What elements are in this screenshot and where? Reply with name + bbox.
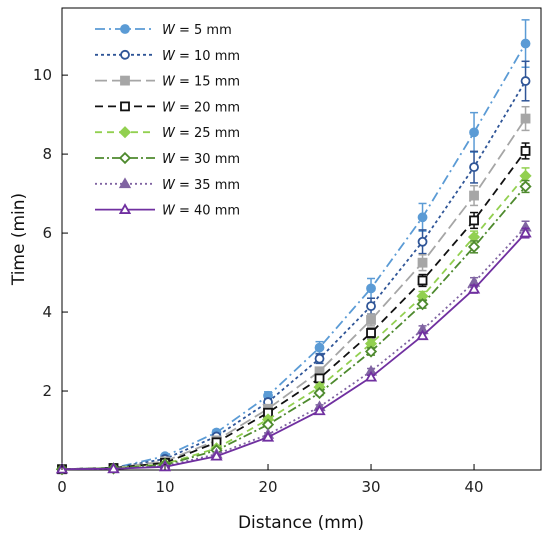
legend-label: W = 5 mm (162, 23, 232, 38)
legend-swatch-marker (118, 177, 132, 189)
y-tick-label: 6 (42, 224, 52, 242)
data-point (417, 257, 428, 268)
data-point (366, 315, 376, 325)
legend-label-value: = 25 mm (175, 126, 240, 141)
data-point (314, 353, 325, 364)
data-point (364, 345, 378, 358)
axis-layer: 0 10 20 30 40 2 4 6 8 10 (33, 66, 484, 496)
data-point (313, 386, 326, 400)
data-point (469, 215, 479, 226)
legend-label: W = 40 mm (162, 204, 240, 219)
data-point (417, 236, 428, 247)
legend-swatch-marker (118, 203, 132, 214)
legend-swatch-marker (120, 101, 130, 112)
legend-item: W = 5 mm (95, 23, 232, 38)
legend-label-variable: W (162, 23, 176, 38)
legend: W = 5 mmW = 10 mmW = 15 mmW = 20 mmW = 2… (95, 23, 240, 219)
legend-item: W = 20 mm (95, 100, 240, 115)
x-tick-label: 30 (361, 478, 380, 496)
data-point (520, 113, 531, 124)
legend-label-variable: W (162, 49, 176, 64)
data-point (416, 329, 429, 341)
data-point (520, 38, 531, 49)
data-point (417, 212, 428, 223)
legend-item: W = 10 mm (95, 49, 240, 64)
x-tick-label: 40 (464, 478, 483, 496)
legend-label: W = 35 mm (162, 178, 240, 193)
x-tick-label: 20 (258, 478, 277, 496)
legend-item: W = 25 mm (95, 126, 240, 141)
legend-label-variable: W (162, 126, 176, 141)
legend-label: W = 25 mm (162, 126, 240, 141)
series-line (61, 118, 527, 471)
data-point (467, 282, 481, 294)
legend-swatch-marker (120, 49, 130, 60)
data-point (416, 298, 429, 311)
legend-swatch-marker (120, 75, 130, 86)
data-point (469, 127, 479, 138)
legend-item: W = 30 mm (95, 151, 240, 167)
x-tick-label: 10 (155, 478, 174, 496)
legend-label-variable: W (162, 75, 176, 90)
curve-layer (55, 19, 532, 476)
series-line (61, 185, 527, 471)
legend-label-value: = 40 mm (175, 204, 240, 219)
data-point (469, 190, 479, 201)
legend-swatch-marker (118, 126, 132, 139)
legend-item: W = 15 mm (95, 75, 240, 90)
legend-swatch-marker (120, 24, 130, 34)
x-axis-label: Distance (mm) (238, 513, 364, 533)
data-point (519, 180, 532, 193)
legend-label: W = 15 mm (162, 75, 240, 90)
legend-label: W = 30 mm (162, 152, 240, 167)
y-tick-label: 4 (42, 303, 52, 321)
plot-area (61, 7, 542, 471)
x-tick-label: 0 (57, 478, 67, 496)
data-point (366, 301, 376, 312)
legend-swatch-marker (118, 151, 132, 165)
y-tick-label: 8 (42, 145, 52, 163)
series-line (61, 226, 527, 471)
data-point (519, 226, 532, 238)
legend-label-value: = 15 mm (175, 75, 240, 90)
series-line (61, 150, 527, 471)
series-line (61, 175, 527, 471)
legend-label: W = 10 mm (162, 49, 240, 64)
data-point (520, 76, 531, 86)
legend-label-value: = 20 mm (175, 100, 240, 115)
data-point (520, 146, 531, 156)
legend-label-value: = 35 mm (175, 178, 240, 193)
series-line (61, 232, 527, 471)
data-point (313, 404, 326, 416)
data-point (366, 283, 376, 294)
data-point (417, 275, 428, 286)
data-point (364, 370, 378, 382)
legend-label-variable: W (162, 152, 176, 167)
y-tick-label: 2 (42, 382, 52, 400)
legend-label-variable: W (162, 100, 176, 115)
legend-label: W = 20 mm (162, 100, 240, 115)
data-point (314, 342, 325, 353)
legend-label-value: = 10 mm (175, 49, 240, 64)
data-point (366, 328, 376, 338)
legend-item: W = 40 mm (95, 203, 240, 219)
legend-label-variable: W (162, 178, 176, 193)
data-point (469, 162, 479, 173)
data-point (107, 462, 120, 474)
y-tick-label: 10 (33, 66, 52, 84)
data-point (210, 449, 223, 461)
series-8 (55, 226, 532, 474)
legend-label-variable: W (162, 204, 176, 219)
data-point (261, 430, 275, 442)
legend-item: W = 35 mm (95, 177, 240, 193)
y-axis-label: Time (min) (9, 193, 29, 286)
legend-label-value: = 5 mm (175, 23, 232, 38)
legend-label-value: = 30 mm (175, 152, 240, 167)
data-point (467, 240, 481, 253)
